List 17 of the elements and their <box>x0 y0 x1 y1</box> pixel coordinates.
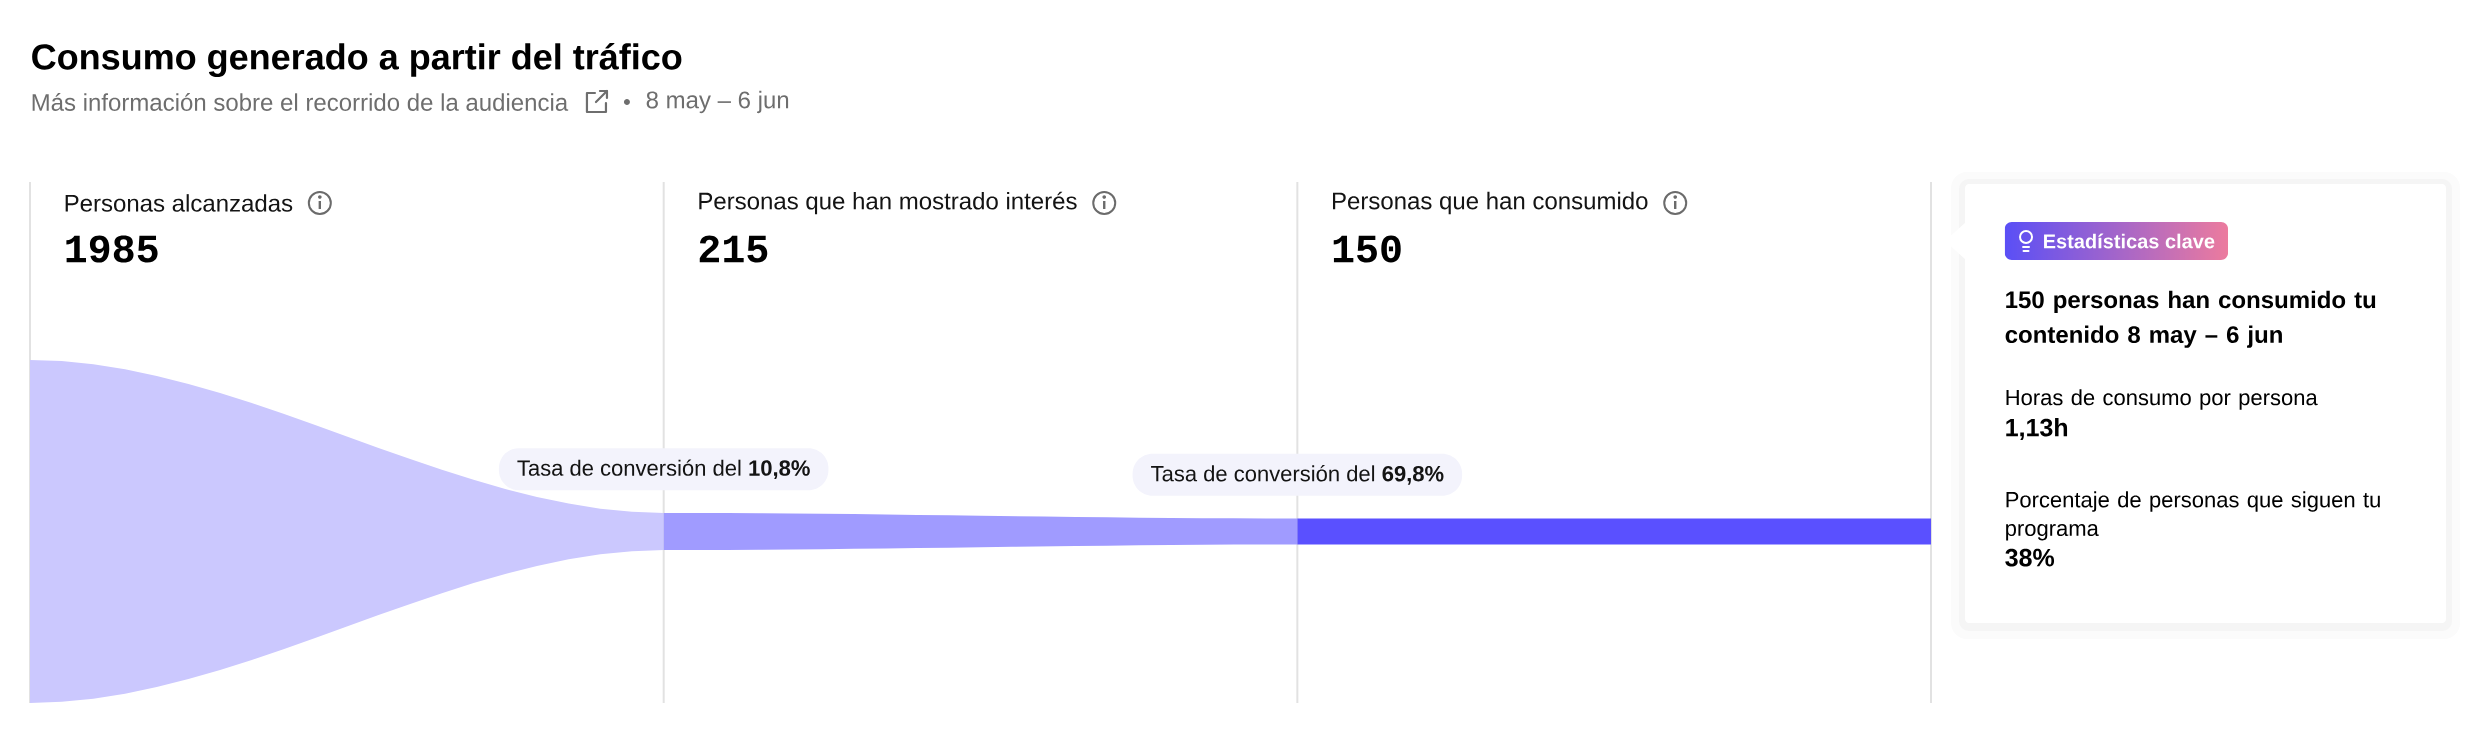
text: Porcentaje de personas que siguen tu programa <box>2006 491 2380 541</box>
text: Tasa de conversión del 69,8% <box>1151 465 1444 485</box>
text: Consumo generado a partir del tráfico <box>32 42 682 77</box>
text: 1,13h <box>2006 418 2068 440</box>
text: 150 personas han consumido tu contenido 8 may – 6 jun <box>2005 290 2376 348</box>
text: 38% <box>2005 548 2055 567</box>
category-label: Personas que han consumido <box>1333 191 1648 215</box>
data-label: 1985 <box>66 235 158 263</box>
category-label: Personas alcanzadas <box>65 194 293 212</box>
text: Horas de consumo por persona <box>2006 389 2318 410</box>
data-label: 150 <box>1333 235 1401 263</box>
text: Más información sobre el recorrido de la audiencia <box>32 93 569 111</box>
text: Estadísticas clave <box>2044 233 2215 249</box>
text: Tasa de conversión del 10,8% <box>517 459 810 480</box>
category-label: Personas que han mostrado interés <box>699 191 1077 215</box>
text: 8 may – 6 jun <box>646 90 789 114</box>
data-label: 215 <box>699 235 768 263</box>
